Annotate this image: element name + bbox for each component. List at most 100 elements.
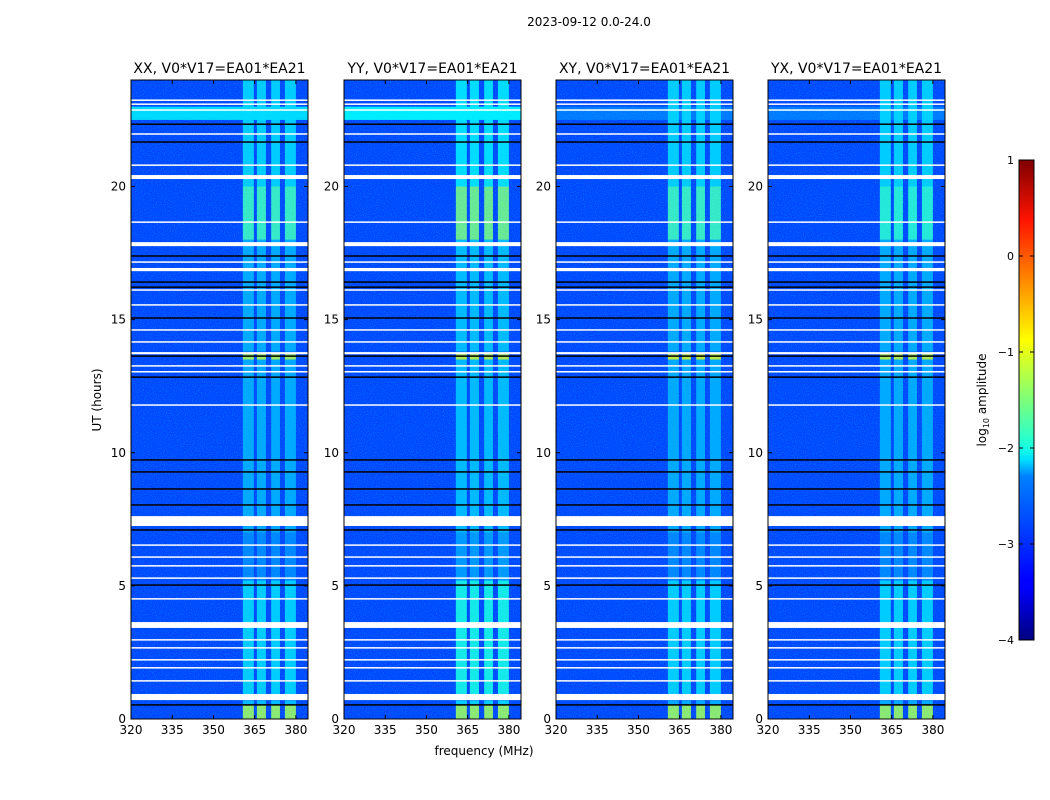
flagged-row: [768, 639, 945, 641]
y-tick-label: 15: [748, 313, 763, 327]
flagged-row: [768, 109, 945, 111]
x-tick-label: 380: [709, 723, 732, 737]
dark-row: [556, 286, 733, 288]
flagged-row: [556, 329, 733, 331]
flagged-row: [131, 103, 308, 105]
dark-row: [556, 459, 733, 461]
flagged-row: [556, 242, 733, 247]
flagged-row: [768, 175, 945, 180]
flagged-row: [131, 99, 308, 101]
flagged-row: [344, 639, 521, 641]
dark-row: [344, 504, 521, 506]
dark-row: [556, 488, 733, 490]
flagged-row: [131, 242, 308, 247]
flagged-row: [344, 693, 521, 701]
flagged-row: [768, 329, 945, 331]
flagged-row: [556, 99, 733, 101]
x-tick-label: 320: [333, 723, 356, 737]
dark-row: [344, 141, 521, 143]
dark-row: [344, 281, 521, 283]
flagged-row: [131, 341, 308, 343]
x-tick-label: 365: [243, 723, 266, 737]
flagged-row: [131, 667, 308, 669]
flagged-row: [556, 365, 733, 367]
flagged-row: [768, 221, 945, 223]
flagged-row: [768, 133, 945, 135]
flagged-row: [344, 267, 521, 272]
x-tick-label: 380: [497, 723, 520, 737]
flagged-row: [556, 680, 733, 682]
colorbar-label: log10 amplitude: [975, 354, 991, 447]
dark-row: [556, 281, 733, 283]
x-tick-label: 350: [202, 723, 225, 737]
plot-frame: [130, 79, 309, 720]
x-tick-label: 335: [798, 723, 821, 737]
flagged-row: [344, 647, 521, 649]
flagged-row: [344, 103, 521, 105]
x-tick-label: 350: [627, 723, 650, 737]
x-axis-label: frequency (MHz): [434, 744, 533, 758]
y-tick-label: 10: [748, 446, 763, 460]
flagged-row: [131, 365, 308, 367]
flagged-row: [344, 577, 521, 579]
flagged-row: [344, 556, 521, 558]
y-tick-label: 5: [118, 579, 126, 593]
dark-row: [344, 529, 521, 531]
dark-row: [131, 504, 308, 506]
flagged-row: [556, 693, 733, 701]
flagged-row: [344, 544, 521, 546]
flagged-row: [131, 680, 308, 682]
flagged-row: [768, 667, 945, 669]
flagged-row: [131, 304, 308, 306]
flagged-row: [768, 289, 945, 291]
flagged-row: [344, 221, 521, 223]
flagged-row: [131, 109, 308, 111]
flagged-row: [344, 598, 521, 600]
flagged-row: [556, 261, 733, 263]
panel-yx: YX, V0*V17=EA01*EA21 320 335 350 365 380 0 5 10 1…: [748, 61, 946, 737]
colorbar-tick-label: −2: [998, 442, 1014, 455]
plot-frame: [343, 79, 522, 720]
flagged-row: [344, 680, 521, 682]
dark-row: [131, 376, 308, 378]
flagged-row: [556, 164, 733, 166]
dark-row: [768, 255, 945, 257]
dark-row: [344, 471, 521, 473]
flagged-row: [131, 175, 308, 180]
flagged-row: [556, 647, 733, 649]
dark-row: [556, 141, 733, 143]
dark-row: [131, 529, 308, 531]
panel-title: YX, V0*V17=EA01*EA21: [770, 61, 942, 77]
dark-row: [131, 317, 308, 319]
flagged-row: [768, 242, 945, 247]
flagged-row: [768, 404, 945, 406]
flagged-row: [344, 261, 521, 263]
figure-title: 2023-09-12 0.0-24.0: [527, 15, 651, 29]
flagged-row: [556, 598, 733, 600]
dark-row: [131, 584, 308, 586]
dark-row: [131, 471, 308, 473]
dark-row: [131, 355, 308, 357]
flagged-row: [768, 352, 945, 355]
flagged-row: [768, 647, 945, 649]
flagged-row: [768, 99, 945, 101]
flagged-row: [768, 693, 945, 701]
dark-row: [556, 255, 733, 257]
panels: XX, V0*V17=EA01*EA21 320 335 350 365 380 0 5 10 1…: [111, 61, 946, 737]
flagged-row: [131, 261, 308, 263]
dark-row: [344, 704, 521, 706]
x-tick-label: 350: [839, 723, 862, 737]
y-tick-label: 5: [543, 579, 551, 593]
panel-yy: YY, V0*V17=EA01*EA21 320 335 350 365 380 0 5 10 1…: [324, 61, 522, 737]
dark-row: [768, 141, 945, 143]
flagged-row: [556, 103, 733, 105]
dark-row: [131, 141, 308, 143]
flagged-row: [344, 329, 521, 331]
dark-row: [131, 704, 308, 706]
flagged-row: [768, 371, 945, 373]
flagged-row: [344, 365, 521, 367]
dark-row: [344, 123, 521, 125]
y-tick-label: 15: [111, 313, 126, 327]
flagged-row: [131, 352, 308, 355]
